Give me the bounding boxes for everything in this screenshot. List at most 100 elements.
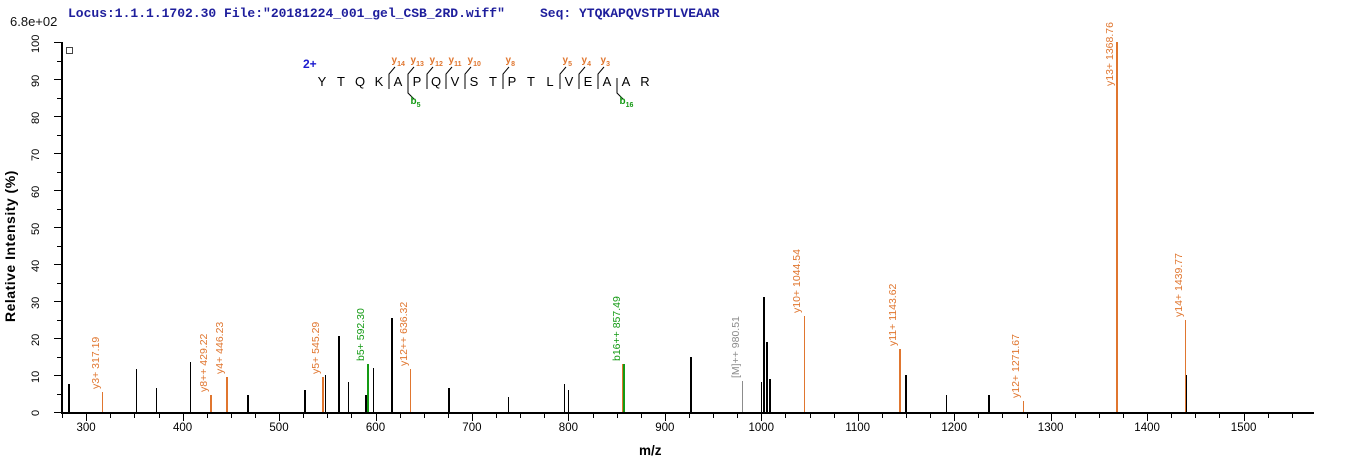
residue-letter: T (527, 74, 535, 89)
residue-letter: P (412, 74, 422, 89)
spectrum-peak (324, 375, 327, 412)
x-axis-tick (713, 414, 715, 418)
b-ion-label: b16 (619, 96, 634, 109)
peak-annotation-label: y8++ 429.22 (197, 334, 210, 393)
residue-letter: Y (317, 74, 327, 89)
x-axis-tick (254, 414, 256, 418)
x-axis-tick (206, 414, 208, 418)
spectrum-peak (563, 384, 566, 413)
x-tick-label: 1200 (941, 422, 967, 434)
x-axis-tick (1147, 414, 1149, 421)
x-tick-label: 800 (558, 422, 578, 434)
spectrum-peak (347, 382, 350, 412)
y-tick-label: 70 (30, 148, 42, 161)
x-axis-tick (1171, 414, 1173, 418)
y-axis-tick (57, 319, 61, 321)
residue-letter: S (469, 74, 479, 89)
x-axis-tick (279, 414, 280, 421)
spectrum-peak (766, 341, 768, 412)
spectrum-peak (769, 378, 771, 412)
x-axis-tick (110, 414, 112, 418)
spectrum-peak (155, 387, 158, 412)
spectrum-peak (690, 356, 692, 412)
x-axis-tick (1026, 414, 1028, 418)
y-ion-cleavage-marker (426, 66, 433, 89)
y-axis-line (61, 42, 63, 414)
x-tick-label: 1500 (1230, 422, 1257, 434)
x-axis-tick (520, 414, 522, 418)
x-tick-label: 700 (462, 422, 482, 434)
spectrum-peak (448, 387, 450, 412)
peak-annotation-label: y12++ 636.32 (397, 302, 410, 367)
x-axis-tick (134, 414, 136, 418)
spectrum-peak (372, 367, 375, 412)
y-ion-label: y8 (505, 55, 515, 68)
y-axis-tick (54, 412, 61, 413)
x-axis-tick (1267, 414, 1269, 418)
x-axis-tick (616, 414, 618, 418)
marker-square (66, 47, 73, 54)
header-sequence: Seq: YTQKAPQVSTPTLVEAAR (540, 6, 720, 21)
peak-annotation-label: y3+ 317.19 (89, 336, 102, 389)
y-axis-tick (54, 227, 61, 228)
peak-annotation-label: y12+ 1271.67 (1010, 333, 1023, 398)
residue-letter: A (621, 74, 631, 89)
spectrum-peak (763, 297, 765, 412)
x-axis-tick (737, 414, 739, 418)
x-axis-tick (1243, 414, 1245, 421)
residue-letter: V (564, 74, 574, 89)
x-axis-tick (351, 414, 353, 418)
y-ion-cleavage-marker (502, 66, 509, 89)
y-axis-tick (57, 393, 61, 395)
y-axis-tick (54, 116, 61, 117)
x-axis-tick (664, 414, 666, 421)
spectrum-peak (905, 375, 907, 412)
x-axis-tick (62, 414, 63, 418)
x-axis-title: m/z (639, 443, 662, 458)
spectrum-peak (189, 362, 191, 413)
y-tick-label: 50 (30, 222, 42, 235)
peak-annotation-label: b16++ 857.49 (610, 296, 623, 361)
peak-annotation-label: y4+ 446.23 (214, 321, 227, 374)
y-ion-label: y3 (600, 55, 610, 68)
x-axis-tick (471, 414, 473, 421)
x-axis-tick (906, 414, 907, 418)
x-axis-tick (327, 414, 329, 418)
x-axis-tick (399, 414, 401, 418)
x-axis-tick (930, 414, 932, 418)
y-ion-cleavage-marker (559, 66, 566, 89)
y-axis-tick (54, 153, 61, 154)
spectrum-peak (338, 336, 340, 412)
peak-annotation-label: b5+ 592.30 (355, 308, 367, 361)
x-axis-tick (1050, 414, 1052, 421)
x-tick-label: 1400 (1134, 422, 1160, 434)
x-axis-tick (785, 414, 787, 418)
residue-letter: E (583, 74, 593, 89)
spectrum-peak (226, 376, 228, 412)
y-axis-tick (54, 190, 61, 191)
x-axis-tick (375, 414, 377, 421)
x-axis-tick (423, 414, 425, 418)
y-tick-label: 40 (30, 259, 42, 272)
spectrum-peak (988, 395, 990, 413)
y-tick-label: 10 (30, 370, 42, 383)
y-axis-tick (54, 301, 61, 302)
residue-letter: T (489, 74, 497, 89)
spectrum-peak (365, 395, 367, 413)
y-ion-label: y10 (467, 55, 481, 68)
x-tick-label: 500 (269, 422, 289, 434)
y-ion-label: y5 (562, 55, 572, 68)
spectrum-peak (247, 395, 249, 413)
spectrum-peak (367, 363, 369, 412)
y-ion-cleavage-marker (445, 66, 452, 89)
y-tick-label: 60 (30, 185, 42, 198)
residue-letter: T (337, 74, 345, 89)
x-tick-label: 300 (76, 422, 96, 434)
x-axis-tick (1002, 414, 1004, 418)
spectrum-peak (210, 395, 212, 413)
residue-letter: Q (430, 74, 442, 89)
x-axis-tick (447, 414, 449, 418)
y-axis-tick (57, 356, 61, 358)
